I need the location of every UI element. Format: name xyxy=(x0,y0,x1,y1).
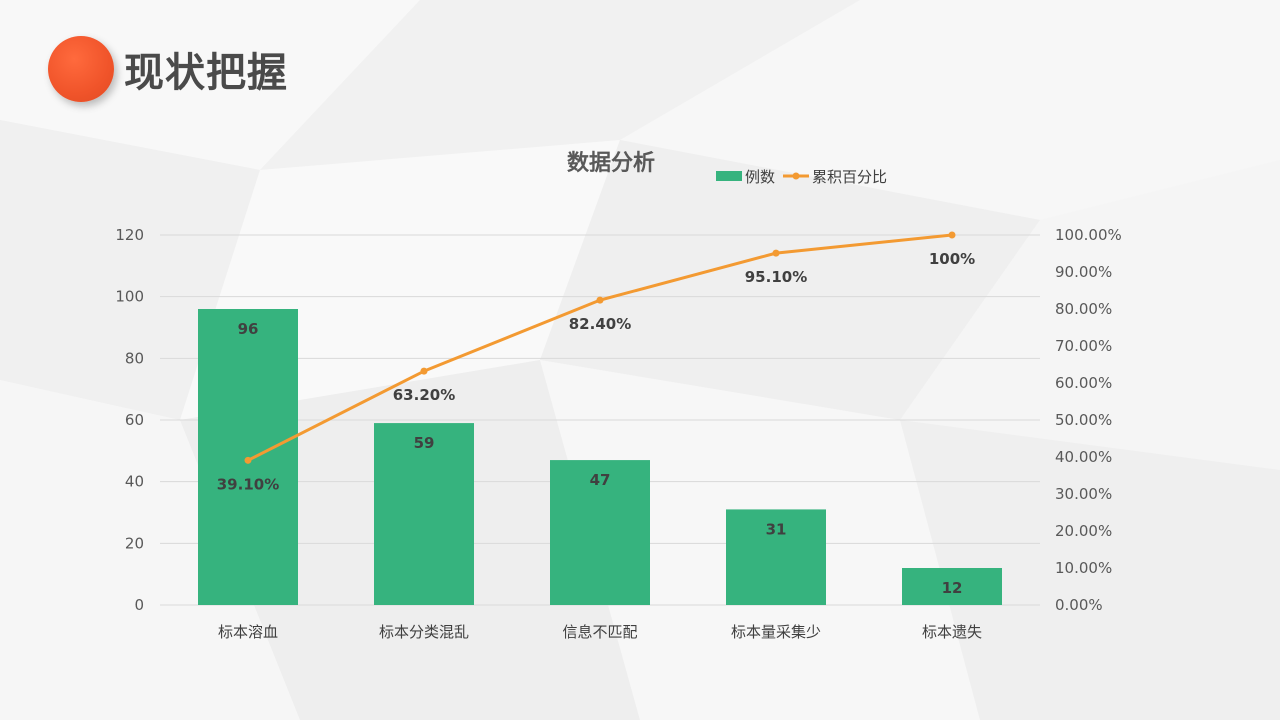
y-right-tick-label: 40.00% xyxy=(1055,448,1112,466)
y-right-tick-label: 50.00% xyxy=(1055,411,1112,429)
y-right-tick-label: 70.00% xyxy=(1055,337,1112,355)
line-point xyxy=(420,367,428,375)
line-data-label: 100% xyxy=(929,250,975,268)
y-left-tick-label: 120 xyxy=(115,226,144,244)
x-tick-label: 标本量采集少 xyxy=(731,623,821,641)
y-right-tick-label: 60.00% xyxy=(1055,374,1112,392)
bar xyxy=(374,423,474,605)
line-data-label: 63.20% xyxy=(393,386,455,404)
line-data-label: 82.40% xyxy=(569,315,631,333)
y-left-tick-label: 20 xyxy=(125,534,144,552)
line-point xyxy=(772,249,780,257)
legend-swatch-bar xyxy=(716,171,742,181)
legend-label-bar: 例数 xyxy=(745,168,775,186)
bar-data-label: 31 xyxy=(766,520,787,538)
chart-title: 数据分析 xyxy=(567,150,655,176)
x-tick-label: 标本遗失 xyxy=(922,623,982,641)
y-left-tick-label: 100 xyxy=(115,288,144,306)
y-left-tick-label: 80 xyxy=(125,349,144,367)
y-right-tick-label: 10.00% xyxy=(1055,559,1112,577)
y-right-tick-label: 20.00% xyxy=(1055,522,1112,540)
bar-data-label: 59 xyxy=(414,434,435,452)
bar xyxy=(550,460,650,605)
x-tick-label: 标本溶血 xyxy=(218,623,278,641)
bar xyxy=(902,568,1002,605)
bar-data-label: 12 xyxy=(942,579,963,597)
line-point xyxy=(948,231,956,239)
line-data-label: 39.10% xyxy=(217,475,279,493)
legend-label-line: 累积百分比 xyxy=(812,168,887,186)
bar xyxy=(726,509,826,605)
legend-swatch-marker xyxy=(792,172,800,180)
y-right-tick-label: 80.00% xyxy=(1055,300,1112,318)
slide-header: 现状把握 xyxy=(48,34,288,104)
line-data-label: 95.10% xyxy=(745,268,807,286)
y-left-tick-label: 40 xyxy=(125,473,144,491)
y-right-tick-label: 30.00% xyxy=(1055,485,1112,503)
y-left-tick-label: 60 xyxy=(125,411,144,429)
x-tick-label: 标本分类混乱 xyxy=(379,623,469,641)
y-left-tick-label: 0 xyxy=(134,596,144,614)
header-accent-circle xyxy=(48,36,114,102)
cumulative-line xyxy=(247,233,953,462)
bar-data-label: 96 xyxy=(238,320,259,338)
line-point xyxy=(244,456,252,464)
y-right-tick-label: 100.00% xyxy=(1055,226,1122,244)
x-tick-label: 信息不匹配 xyxy=(562,623,637,641)
y-right-tick-label: 0.00% xyxy=(1055,596,1103,614)
slide-title: 现状把握 xyxy=(124,50,288,96)
y-right-tick-label: 90.00% xyxy=(1055,263,1112,281)
line-point xyxy=(596,296,604,304)
bar-data-label: 47 xyxy=(590,471,611,489)
